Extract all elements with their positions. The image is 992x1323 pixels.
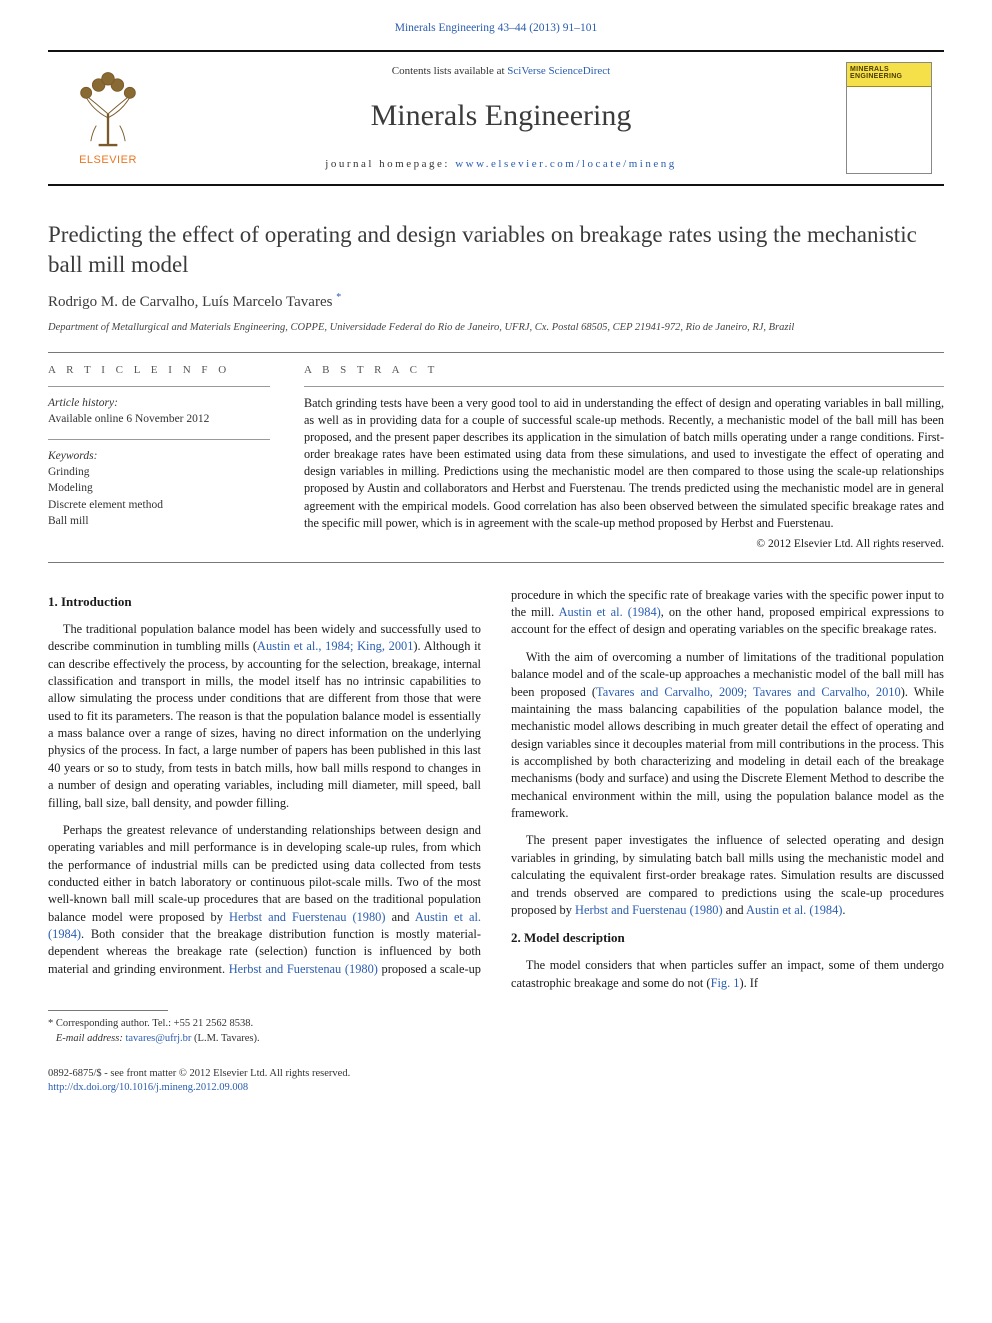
citation-link[interactable]: Austin et al. (1984) <box>746 903 842 917</box>
homepage-prefix: journal homepage: <box>325 158 455 170</box>
citation-link[interactable]: Austin et al., 1984; King, 2001 <box>257 639 413 653</box>
journal-cover-thumbnail[interactable]: MINERALS ENGINEERING <box>846 62 932 174</box>
body-text: and <box>386 910 415 924</box>
corresponding-author-star-icon[interactable]: * <box>336 292 341 303</box>
abstract-subrule <box>304 386 944 387</box>
front-matter-line: 0892-6875/$ - see front matter © 2012 El… <box>48 1067 944 1082</box>
body-text: . <box>842 903 845 917</box>
body-text: ). While maintaining the mass balancing … <box>511 685 944 821</box>
authors-text: Rodrigo M. de Carvalho, Luís Marcelo Tav… <box>48 294 332 310</box>
body-paragraph: The present paper investigates the influ… <box>511 832 944 919</box>
email-suffix: (L.M. Tavares). <box>194 1033 260 1044</box>
citation-link[interactable]: Tavares and Carvalho, 2009; Tavares and … <box>596 685 901 699</box>
article-info-heading: A R T I C L E I N F O <box>48 363 270 378</box>
citation-link[interactable]: Herbst and Fuerstenau (1980) <box>229 910 386 924</box>
doi-link[interactable]: http://dx.doi.org/10.1016/j.mineng.2012.… <box>48 1082 248 1093</box>
info-subrule-1 <box>48 386 270 387</box>
publisher-logo-block: ELSEVIER <box>48 52 168 184</box>
abstract-text: Batch grinding tests have been a very go… <box>304 395 944 532</box>
info-subrule-2 <box>48 439 270 440</box>
citation-link[interactable]: Austin et al. (1984) <box>559 605 661 619</box>
keywords-label: Keywords: <box>48 448 270 464</box>
contents-lists-line: Contents lists available at SciVerse Sci… <box>176 64 826 79</box>
cover-title-text: MINERALS ENGINEERING <box>850 66 928 81</box>
sciencedirect-link[interactable]: SciVerse ScienceDirect <box>507 65 610 77</box>
keyword-item: Grinding <box>48 464 270 480</box>
email-label: E-mail address: <box>56 1033 126 1044</box>
article-title: Predicting the effect of operating and d… <box>48 220 944 279</box>
history-value: Available online 6 November 2012 <box>48 411 270 427</box>
affiliation: Department of Metallurgical and Material… <box>48 321 944 336</box>
info-abstract-row: A R T I C L E I N F O Article history: A… <box>48 363 944 552</box>
abstract-heading: A B S T R A C T <box>304 363 944 378</box>
authors-line: Rodrigo M. de Carvalho, Luís Marcelo Tav… <box>48 291 944 313</box>
journal-title: Minerals Engineering <box>176 95 826 137</box>
article-info-column: A R T I C L E I N F O Article history: A… <box>48 363 270 552</box>
elsevier-tree-icon <box>69 71 147 149</box>
body-text: ). Although it can describe effectively … <box>48 639 481 809</box>
corresponding-author-footnote: * Corresponding author. Tel.: +55 21 256… <box>48 1017 944 1032</box>
footer-meta: 0892-6875/$ - see front matter © 2012 El… <box>48 1067 944 1096</box>
section-rule-2 <box>48 562 944 563</box>
figure-link[interactable]: Fig. 1 <box>711 976 740 990</box>
journal-reference[interactable]: Minerals Engineering 43–44 (2013) 91–101 <box>48 20 944 36</box>
journal-homepage-link[interactable]: www.elsevier.com/locate/mineng <box>455 158 677 170</box>
citation-link[interactable]: Herbst and Fuerstenau (1980) <box>229 962 378 976</box>
section-2-heading: 2. Model description <box>511 929 944 947</box>
body-text: ). If <box>739 976 758 990</box>
history-label: Article history: <box>48 395 270 411</box>
body-paragraph: The traditional population balance model… <box>48 621 481 812</box>
body-text: Perhaps the greatest relevance of unders… <box>48 823 481 924</box>
keyword-item: Ball mill <box>48 513 270 529</box>
footnotes-block: * Corresponding author. Tel.: +55 21 256… <box>48 1017 944 1046</box>
body-text: and <box>723 903 746 917</box>
author-email-link[interactable]: tavares@ufrj.br <box>125 1033 191 1044</box>
abstract-copyright: © 2012 Elsevier Ltd. All rights reserved… <box>304 536 944 552</box>
article-history: Article history: Available online 6 Nove… <box>48 395 270 427</box>
footnote-separator <box>48 1010 168 1011</box>
header-center: Contents lists available at SciVerse Sci… <box>168 52 834 184</box>
body-paragraph: With the aim of overcoming a number of l… <box>511 649 944 823</box>
section-rule <box>48 352 944 353</box>
keywords-block: Keywords: Grinding Modeling Discrete ele… <box>48 448 270 528</box>
keyword-item: Modeling <box>48 480 270 496</box>
journal-cover-block: MINERALS ENGINEERING <box>834 52 944 184</box>
abstract-column: A B S T R A C T Batch grinding tests hav… <box>304 363 944 552</box>
email-footnote: E-mail address: tavares@ufrj.br (L.M. Ta… <box>48 1032 944 1047</box>
citation-link[interactable]: Herbst and Fuerstenau (1980) <box>575 903 723 917</box>
body-paragraph: The model considers that when particles … <box>511 957 944 992</box>
journal-homepage-line: journal homepage: www.elsevier.com/locat… <box>176 157 826 172</box>
section-1-heading: 1. Introduction <box>48 593 481 611</box>
contents-prefix: Contents lists available at <box>392 65 507 77</box>
publisher-wordmark: ELSEVIER <box>54 153 162 168</box>
keyword-item: Discrete element method <box>48 497 270 513</box>
article-body: 1. Introduction The traditional populati… <box>48 587 944 992</box>
journal-header-panel: ELSEVIER Contents lists available at Sci… <box>48 50 944 186</box>
